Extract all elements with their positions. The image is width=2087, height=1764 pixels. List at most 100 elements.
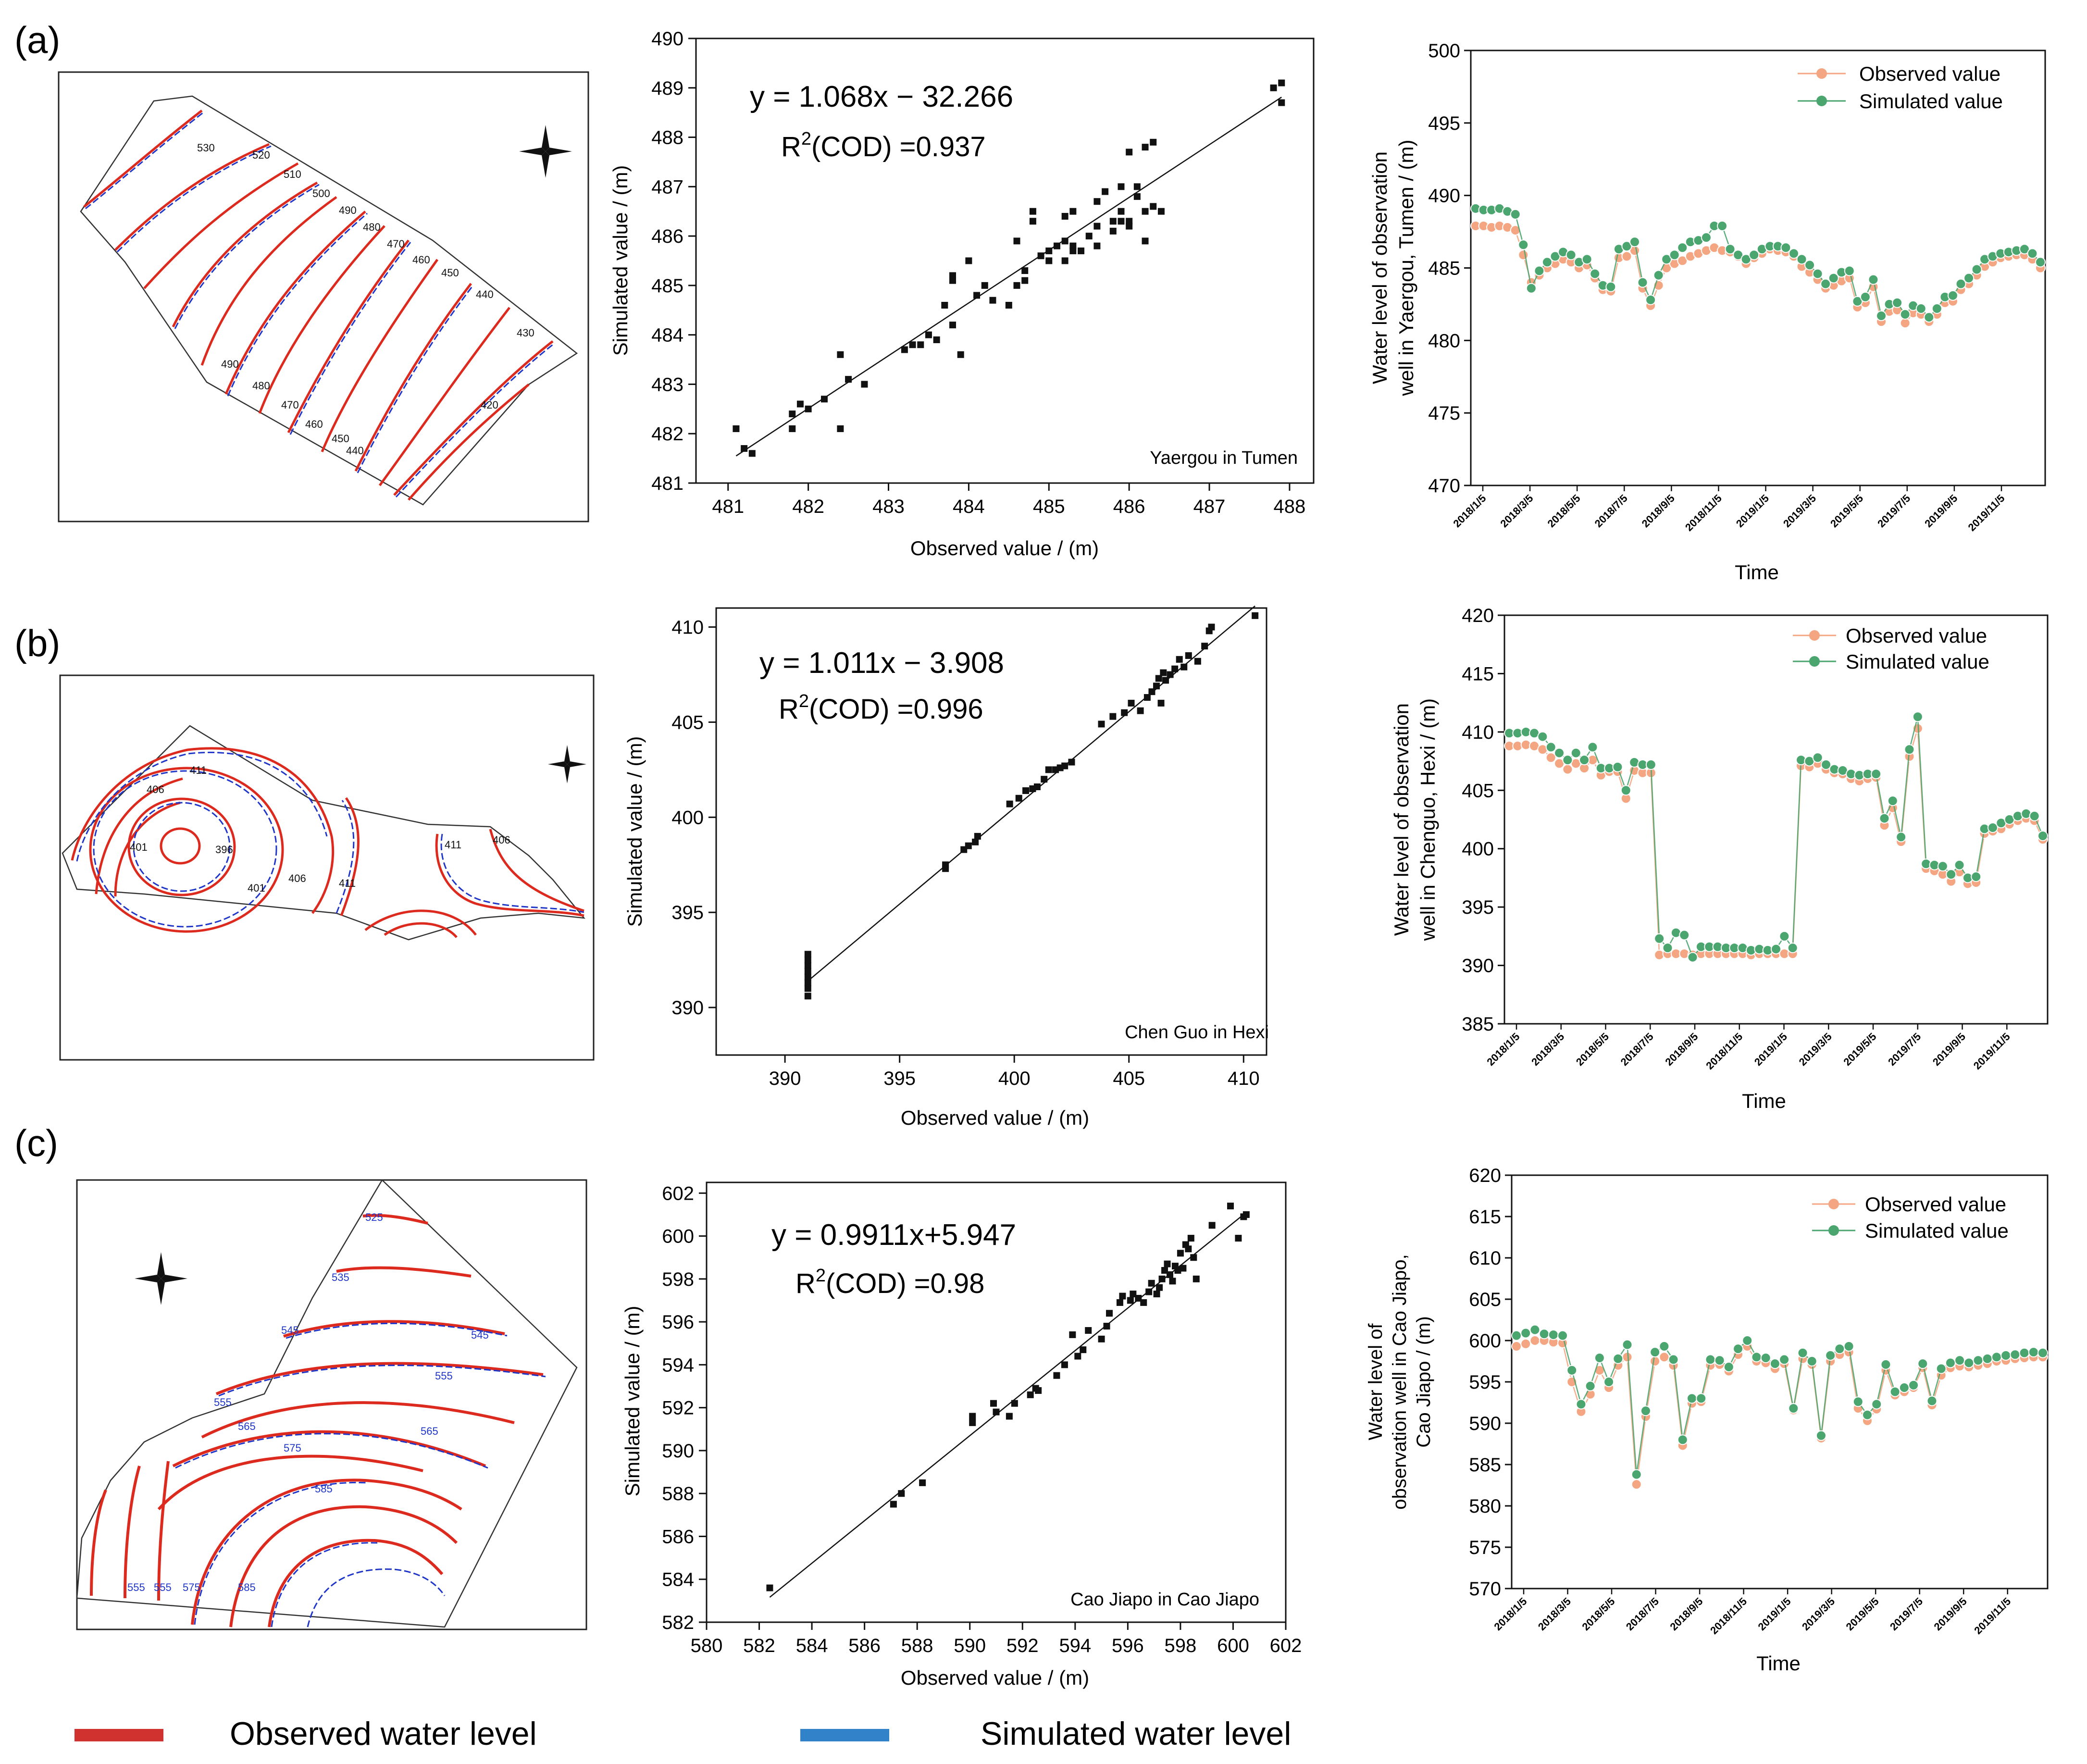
- simulated-point: [1876, 311, 1887, 322]
- x-tick-label: 2019/3/5: [1781, 492, 1818, 530]
- simulated-point: [1733, 249, 1744, 261]
- simulated-point: [1541, 257, 1553, 268]
- simulated-point: [1612, 761, 1623, 772]
- x-tick-label: 483: [872, 496, 905, 517]
- data-point: [1140, 1299, 1147, 1306]
- scatter-a-r2: R2(COD) =0.937: [781, 129, 986, 162]
- simulated-point: [1687, 952, 1698, 963]
- x-tick-label: 582: [743, 1635, 775, 1656]
- simulated-point: [1705, 1354, 1716, 1365]
- contour-label: 565: [421, 1425, 438, 1437]
- simulated-point: [1640, 1405, 1651, 1416]
- data-point: [796, 400, 804, 408]
- contour-label: 470: [387, 238, 405, 250]
- simulated-point: [1557, 1330, 1568, 1341]
- y-tick-label: 488: [651, 127, 683, 149]
- simulated-point: [1659, 1341, 1670, 1352]
- contour-label: 406: [493, 834, 510, 846]
- contour-label: 411: [339, 877, 356, 889]
- contour-label: 545: [471, 1329, 489, 1341]
- data-point: [1029, 208, 1036, 215]
- simulated-point: [1926, 1395, 1938, 1406]
- simulated-point: [1787, 943, 1798, 954]
- contour-label: 555: [214, 1396, 232, 1408]
- x-tick-label: 600: [1217, 1635, 1249, 1656]
- simulated-series-line: [1516, 1329, 2043, 1475]
- x-tick-label: 596: [1112, 1635, 1144, 1656]
- timeseries-a-xlabel: Time: [1735, 561, 1779, 584]
- observed-point: [1511, 1341, 1522, 1352]
- scatter-c-points: [766, 1203, 1250, 1591]
- contour-label: 525: [365, 1211, 383, 1223]
- x-tick-label: 580: [691, 1635, 723, 1656]
- simulated-point: [1613, 1353, 1624, 1364]
- observed-point: [1631, 1479, 1642, 1490]
- data-point: [1109, 218, 1117, 225]
- observed-point: [1545, 752, 1556, 763]
- y-tick-label: 390: [671, 997, 704, 1019]
- bottom-legend: Observed water level Simulated water lev…: [75, 1715, 1291, 1752]
- timeseries-c-yticks: 570 575 580 585 590 595 600 605 610 615 620: [1469, 1165, 1512, 1600]
- simulated-point: [2029, 810, 2040, 821]
- data-point: [1093, 198, 1101, 205]
- simulated-point: [1701, 232, 1712, 243]
- scatter-b-points: [804, 612, 1259, 1000]
- data-point: [733, 425, 740, 432]
- simulated-point: [1537, 731, 1548, 742]
- data-point: [1270, 84, 1277, 91]
- north-arrow-icon: [519, 125, 572, 178]
- x-tick-label: 2018/5/5: [1579, 1595, 1617, 1633]
- simulated-water-level-swatch: [800, 1729, 889, 1741]
- scatter-c-ylabel: Simulated value / (m): [621, 1306, 644, 1497]
- map-a-boundary: [80, 95, 578, 506]
- scatter-a-xticks: 481 482 483 484 485 486 487 488: [712, 483, 1305, 517]
- map-b-simulated-contours: [76, 751, 584, 928]
- data-point: [1022, 787, 1030, 794]
- contour-label: 396: [215, 844, 233, 856]
- observed-point: [1510, 225, 1521, 236]
- data-point: [1074, 1353, 1081, 1360]
- contour-label: 460: [305, 418, 323, 430]
- simulated-point: [1937, 861, 1948, 872]
- contour-label: 520: [252, 149, 270, 161]
- scatter-c-xticks: 580 582 584 586 588 590 592 594 596 598 600 602: [691, 1622, 1302, 1656]
- simulated-point: [1653, 270, 1664, 281]
- scatter-c-r2: R2(COD) =0.98: [795, 1266, 984, 1299]
- simulated-point: [1900, 309, 1911, 320]
- simulated-point: [1733, 1343, 1744, 1354]
- data-point: [1119, 1292, 1126, 1300]
- y-tick-label: 410: [671, 617, 704, 638]
- simulated-point: [1714, 1355, 1725, 1366]
- data-point: [1098, 1335, 1105, 1342]
- scatter-a-points: [733, 79, 1285, 457]
- simulated-point: [1529, 1324, 1540, 1335]
- y-tick-label: 486: [651, 226, 683, 247]
- data-point: [1185, 1245, 1192, 1253]
- simulated-point: [1815, 1430, 1826, 1441]
- data-point: [1235, 1235, 1242, 1242]
- simulated-point: [1751, 1352, 1762, 1363]
- data-point: [804, 957, 811, 964]
- simulated-point: [2037, 1347, 2048, 1358]
- map-c-boundary: [76, 1179, 578, 1628]
- contour-label: 555: [435, 1370, 453, 1382]
- data-point: [1201, 643, 1208, 650]
- x-tick-label: 2019/5/5: [1841, 1031, 1878, 1068]
- simulated-point: [1868, 274, 1879, 285]
- y-tick-label: 385: [1462, 1014, 1494, 1035]
- simulated-point: [1852, 296, 1863, 307]
- data-point: [990, 1400, 997, 1407]
- x-tick-label: 2018/9/5: [1667, 1595, 1705, 1633]
- y-tick-label: 590: [662, 1441, 694, 1462]
- scatter-b-xlabel: Observed value / (m): [901, 1106, 1089, 1129]
- data-point: [1085, 1327, 1092, 1334]
- data-point: [1193, 1275, 1200, 1282]
- x-tick-label: 2019/5/5: [1843, 1595, 1881, 1633]
- data-point: [1035, 1387, 1042, 1394]
- observed-point: [1659, 1352, 1670, 1363]
- simulated-point: [1812, 268, 1823, 279]
- map-b-frame: [59, 674, 595, 1061]
- data-point: [1013, 282, 1020, 289]
- contour-label: 440: [346, 445, 364, 457]
- observed-water-level-label: Observed water level: [230, 1715, 537, 1752]
